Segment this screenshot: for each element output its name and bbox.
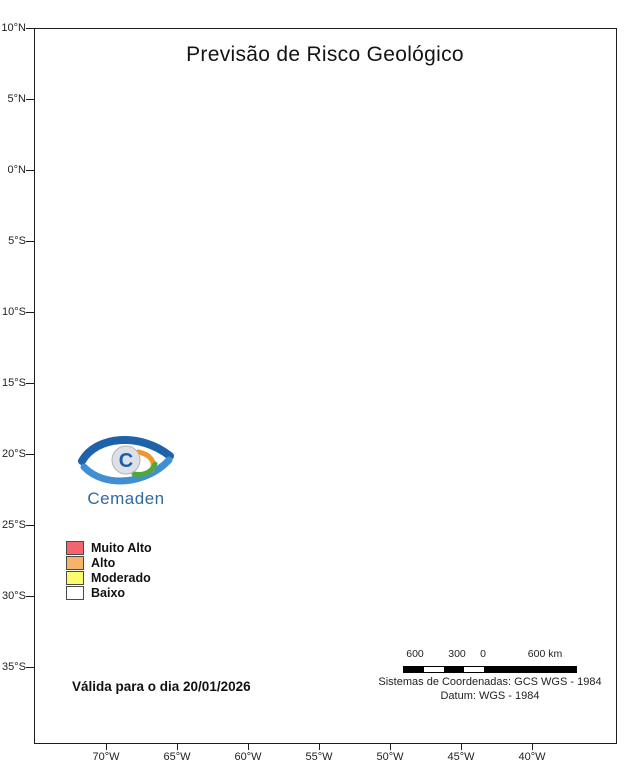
page-title: Previsão de Risco Geológico bbox=[186, 43, 464, 66]
scalebar bbox=[403, 666, 577, 673]
lat-tick bbox=[26, 28, 34, 29]
lat-label: 35°S bbox=[2, 661, 26, 673]
scalebar-segment bbox=[424, 667, 444, 672]
legend-item-baixo: Baixo bbox=[66, 586, 125, 600]
legend-label-alto: Alto bbox=[91, 556, 116, 570]
lon-label: 65°W bbox=[163, 751, 191, 763]
scalebar-label: 600 bbox=[406, 648, 424, 660]
lon-tick bbox=[248, 743, 249, 750]
lat-tick bbox=[26, 667, 34, 668]
scalebar-segment bbox=[464, 667, 484, 672]
cemaden-logo: C bbox=[76, 430, 176, 492]
lon-tick bbox=[461, 743, 462, 750]
scalebar-label: 600 km bbox=[527, 648, 563, 660]
coordinate-system-line2: Datum: WGS - 1984 bbox=[440, 689, 540, 702]
lat-tick bbox=[26, 596, 34, 597]
lat-tick bbox=[26, 383, 34, 384]
legend-swatch-muito-alto bbox=[66, 541, 84, 555]
legend-swatch-moderado bbox=[66, 571, 84, 585]
lon-label: 70°W bbox=[92, 751, 120, 763]
scalebar-label: 300 bbox=[448, 648, 466, 660]
lat-tick bbox=[26, 241, 34, 242]
scalebar-labels: 600 300 0 600 km bbox=[395, 648, 595, 660]
legend-item-muito-alto: Muito Alto bbox=[66, 541, 152, 555]
validity-date: Válida para o dia 20/01/2026 bbox=[72, 679, 251, 694]
scalebar-segment bbox=[404, 667, 424, 672]
lat-tick bbox=[26, 525, 34, 526]
legend-label-muito-alto: Muito Alto bbox=[91, 541, 152, 555]
lat-label: 5°S bbox=[8, 235, 26, 247]
lat-tick bbox=[26, 454, 34, 455]
lat-label: 0°N bbox=[7, 164, 26, 176]
lon-label: 45°W bbox=[447, 751, 475, 763]
lon-label: 40°W bbox=[518, 751, 546, 763]
lon-tick bbox=[106, 743, 107, 750]
lon-tick bbox=[177, 743, 178, 750]
lon-tick bbox=[319, 743, 320, 750]
legend-swatch-alto bbox=[66, 556, 84, 570]
svg-text:C: C bbox=[119, 450, 133, 472]
lon-label: 55°W bbox=[305, 751, 333, 763]
legend-item-moderado: Moderado bbox=[66, 571, 151, 585]
coordinate-system-line1: Sistemas de Coordenadas: GCS WGS - 1984 bbox=[378, 676, 602, 688]
lat-label: 5°N bbox=[7, 93, 26, 105]
lat-label: 20°S bbox=[2, 448, 26, 460]
lat-label: 30°S bbox=[2, 590, 26, 602]
lat-tick bbox=[26, 170, 34, 171]
map-frame bbox=[34, 28, 617, 744]
lat-tick bbox=[26, 312, 34, 313]
lat-label: 25°S bbox=[2, 519, 26, 531]
legend-item-alto: Alto bbox=[66, 556, 115, 570]
lon-tick bbox=[390, 743, 391, 750]
lat-label: 10°N bbox=[1, 22, 26, 34]
lon-label: 60°W bbox=[234, 751, 262, 763]
cemaden-eye-icon: C bbox=[78, 435, 174, 485]
lat-label: 15°S bbox=[2, 377, 26, 389]
scalebar-label: 0 bbox=[480, 648, 486, 660]
lon-label: 50°W bbox=[376, 751, 404, 763]
legend-label-moderado: Moderado bbox=[91, 571, 151, 585]
cemaden-logo-text: Cemaden bbox=[87, 489, 165, 508]
lat-tick bbox=[26, 99, 34, 100]
legend-swatch-baixo bbox=[66, 586, 84, 600]
legend-label-baixo: Baixo bbox=[91, 586, 126, 600]
coordinate-system-info: Sistemas de Coordenadas: GCS WGS - 1984 … bbox=[358, 676, 622, 703]
lon-tick bbox=[532, 743, 533, 750]
lat-label: 10°S bbox=[2, 306, 26, 318]
scalebar-segment bbox=[444, 667, 464, 672]
scalebar-segment bbox=[484, 667, 576, 672]
